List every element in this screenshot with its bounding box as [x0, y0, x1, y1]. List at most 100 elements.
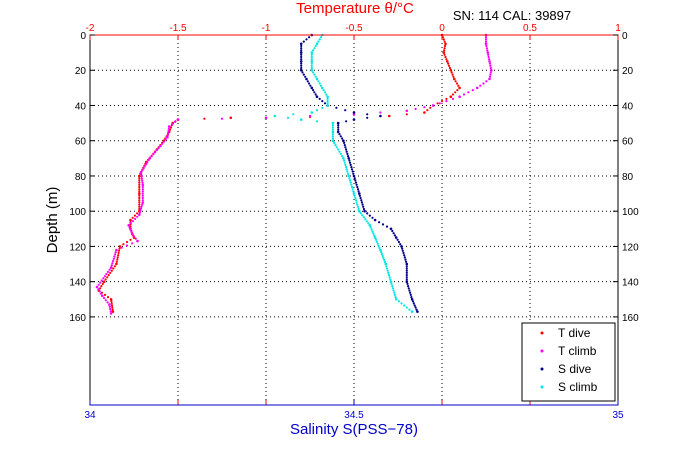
data-point — [444, 44, 447, 48]
data-point — [393, 234, 396, 237]
data-point — [358, 209, 361, 213]
data-point — [376, 242, 379, 245]
data-point — [138, 201, 141, 204]
data-point — [350, 166, 353, 169]
data-point — [308, 82, 311, 85]
data-point — [318, 38, 321, 41]
data-point — [349, 163, 352, 166]
legend-box — [521, 322, 616, 402]
data-point — [385, 265, 388, 268]
data-point — [403, 304, 406, 307]
data-point — [405, 278, 408, 281]
x-axis-label: Salinity S(PSS−78) — [290, 421, 418, 438]
data-point — [392, 289, 395, 292]
data-point — [407, 287, 410, 290]
data-point — [371, 216, 374, 219]
y-axis-tick-label-right: 20 — [622, 66, 634, 77]
data-point — [337, 126, 340, 129]
data-point — [314, 93, 317, 96]
data-point — [414, 306, 417, 309]
data-point — [379, 114, 382, 118]
data-point — [405, 269, 408, 272]
data-point — [138, 188, 141, 191]
data-point — [357, 207, 360, 211]
data-point — [351, 188, 354, 191]
data-point — [374, 238, 378, 241]
data-point — [107, 274, 110, 277]
data-point — [131, 242, 134, 245]
data-point — [129, 228, 132, 231]
y-axis-label: Depth (m) — [44, 187, 61, 254]
data-point — [138, 205, 141, 208]
data-point — [167, 127, 170, 130]
data-point — [139, 171, 143, 174]
data-point — [394, 298, 398, 301]
data-point — [312, 71, 315, 74]
data-point — [310, 58, 313, 61]
data-point — [299, 42, 303, 46]
data-point — [141, 201, 145, 204]
data-point — [118, 245, 122, 248]
data-point — [317, 40, 320, 43]
y-axis-tick-label-left: 120 — [69, 242, 86, 253]
y-axis-tick-label-left: 20 — [75, 66, 87, 77]
data-point — [423, 111, 426, 114]
data-point — [138, 211, 141, 214]
data-point — [336, 130, 340, 134]
data-point — [443, 49, 446, 52]
data-point — [347, 174, 351, 178]
data-point — [171, 123, 174, 126]
data-point — [108, 303, 111, 306]
data-point — [336, 121, 340, 125]
data-point — [412, 302, 415, 305]
data-point — [116, 258, 119, 261]
data-point — [343, 161, 346, 164]
data-point — [313, 73, 316, 76]
data-point — [102, 280, 106, 284]
data-point — [391, 285, 394, 288]
legend-marker — [540, 331, 544, 335]
data-point — [347, 155, 350, 158]
data-point — [405, 113, 408, 116]
data-point — [109, 271, 112, 274]
data-point — [406, 282, 409, 285]
data-point — [343, 159, 346, 162]
data-point — [408, 289, 411, 292]
data-point — [387, 274, 391, 277]
data-point — [103, 293, 107, 296]
data-point — [342, 139, 345, 142]
data-point — [352, 118, 356, 121]
data-point — [138, 199, 141, 202]
data-point — [385, 225, 389, 228]
data-point — [141, 169, 144, 172]
data-point — [326, 104, 329, 107]
data-point — [391, 229, 394, 233]
data-point — [155, 149, 158, 152]
y-axis-tick-label-left: 40 — [75, 101, 87, 112]
data-point — [361, 203, 364, 206]
data-point — [162, 140, 165, 143]
data-point — [325, 93, 328, 96]
data-point — [352, 172, 355, 175]
data-point — [405, 109, 409, 113]
data-point — [120, 246, 123, 249]
data-point — [362, 216, 365, 219]
data-point — [445, 100, 448, 103]
data-point — [134, 217, 137, 220]
data-point — [339, 135, 342, 138]
data-point — [347, 157, 351, 160]
data-point — [402, 251, 405, 255]
data-point — [410, 298, 414, 301]
top-axis-tick-label: -1.5 — [169, 23, 187, 34]
data-point — [139, 207, 143, 210]
data-point — [101, 282, 104, 285]
data-point — [454, 80, 457, 83]
data-points — [95, 33, 493, 315]
data-point — [326, 95, 329, 98]
data-point — [308, 36, 311, 39]
data-point — [353, 194, 356, 197]
data-point — [343, 144, 346, 147]
data-point — [487, 53, 490, 56]
data-point — [444, 55, 447, 59]
data-point — [407, 285, 410, 288]
